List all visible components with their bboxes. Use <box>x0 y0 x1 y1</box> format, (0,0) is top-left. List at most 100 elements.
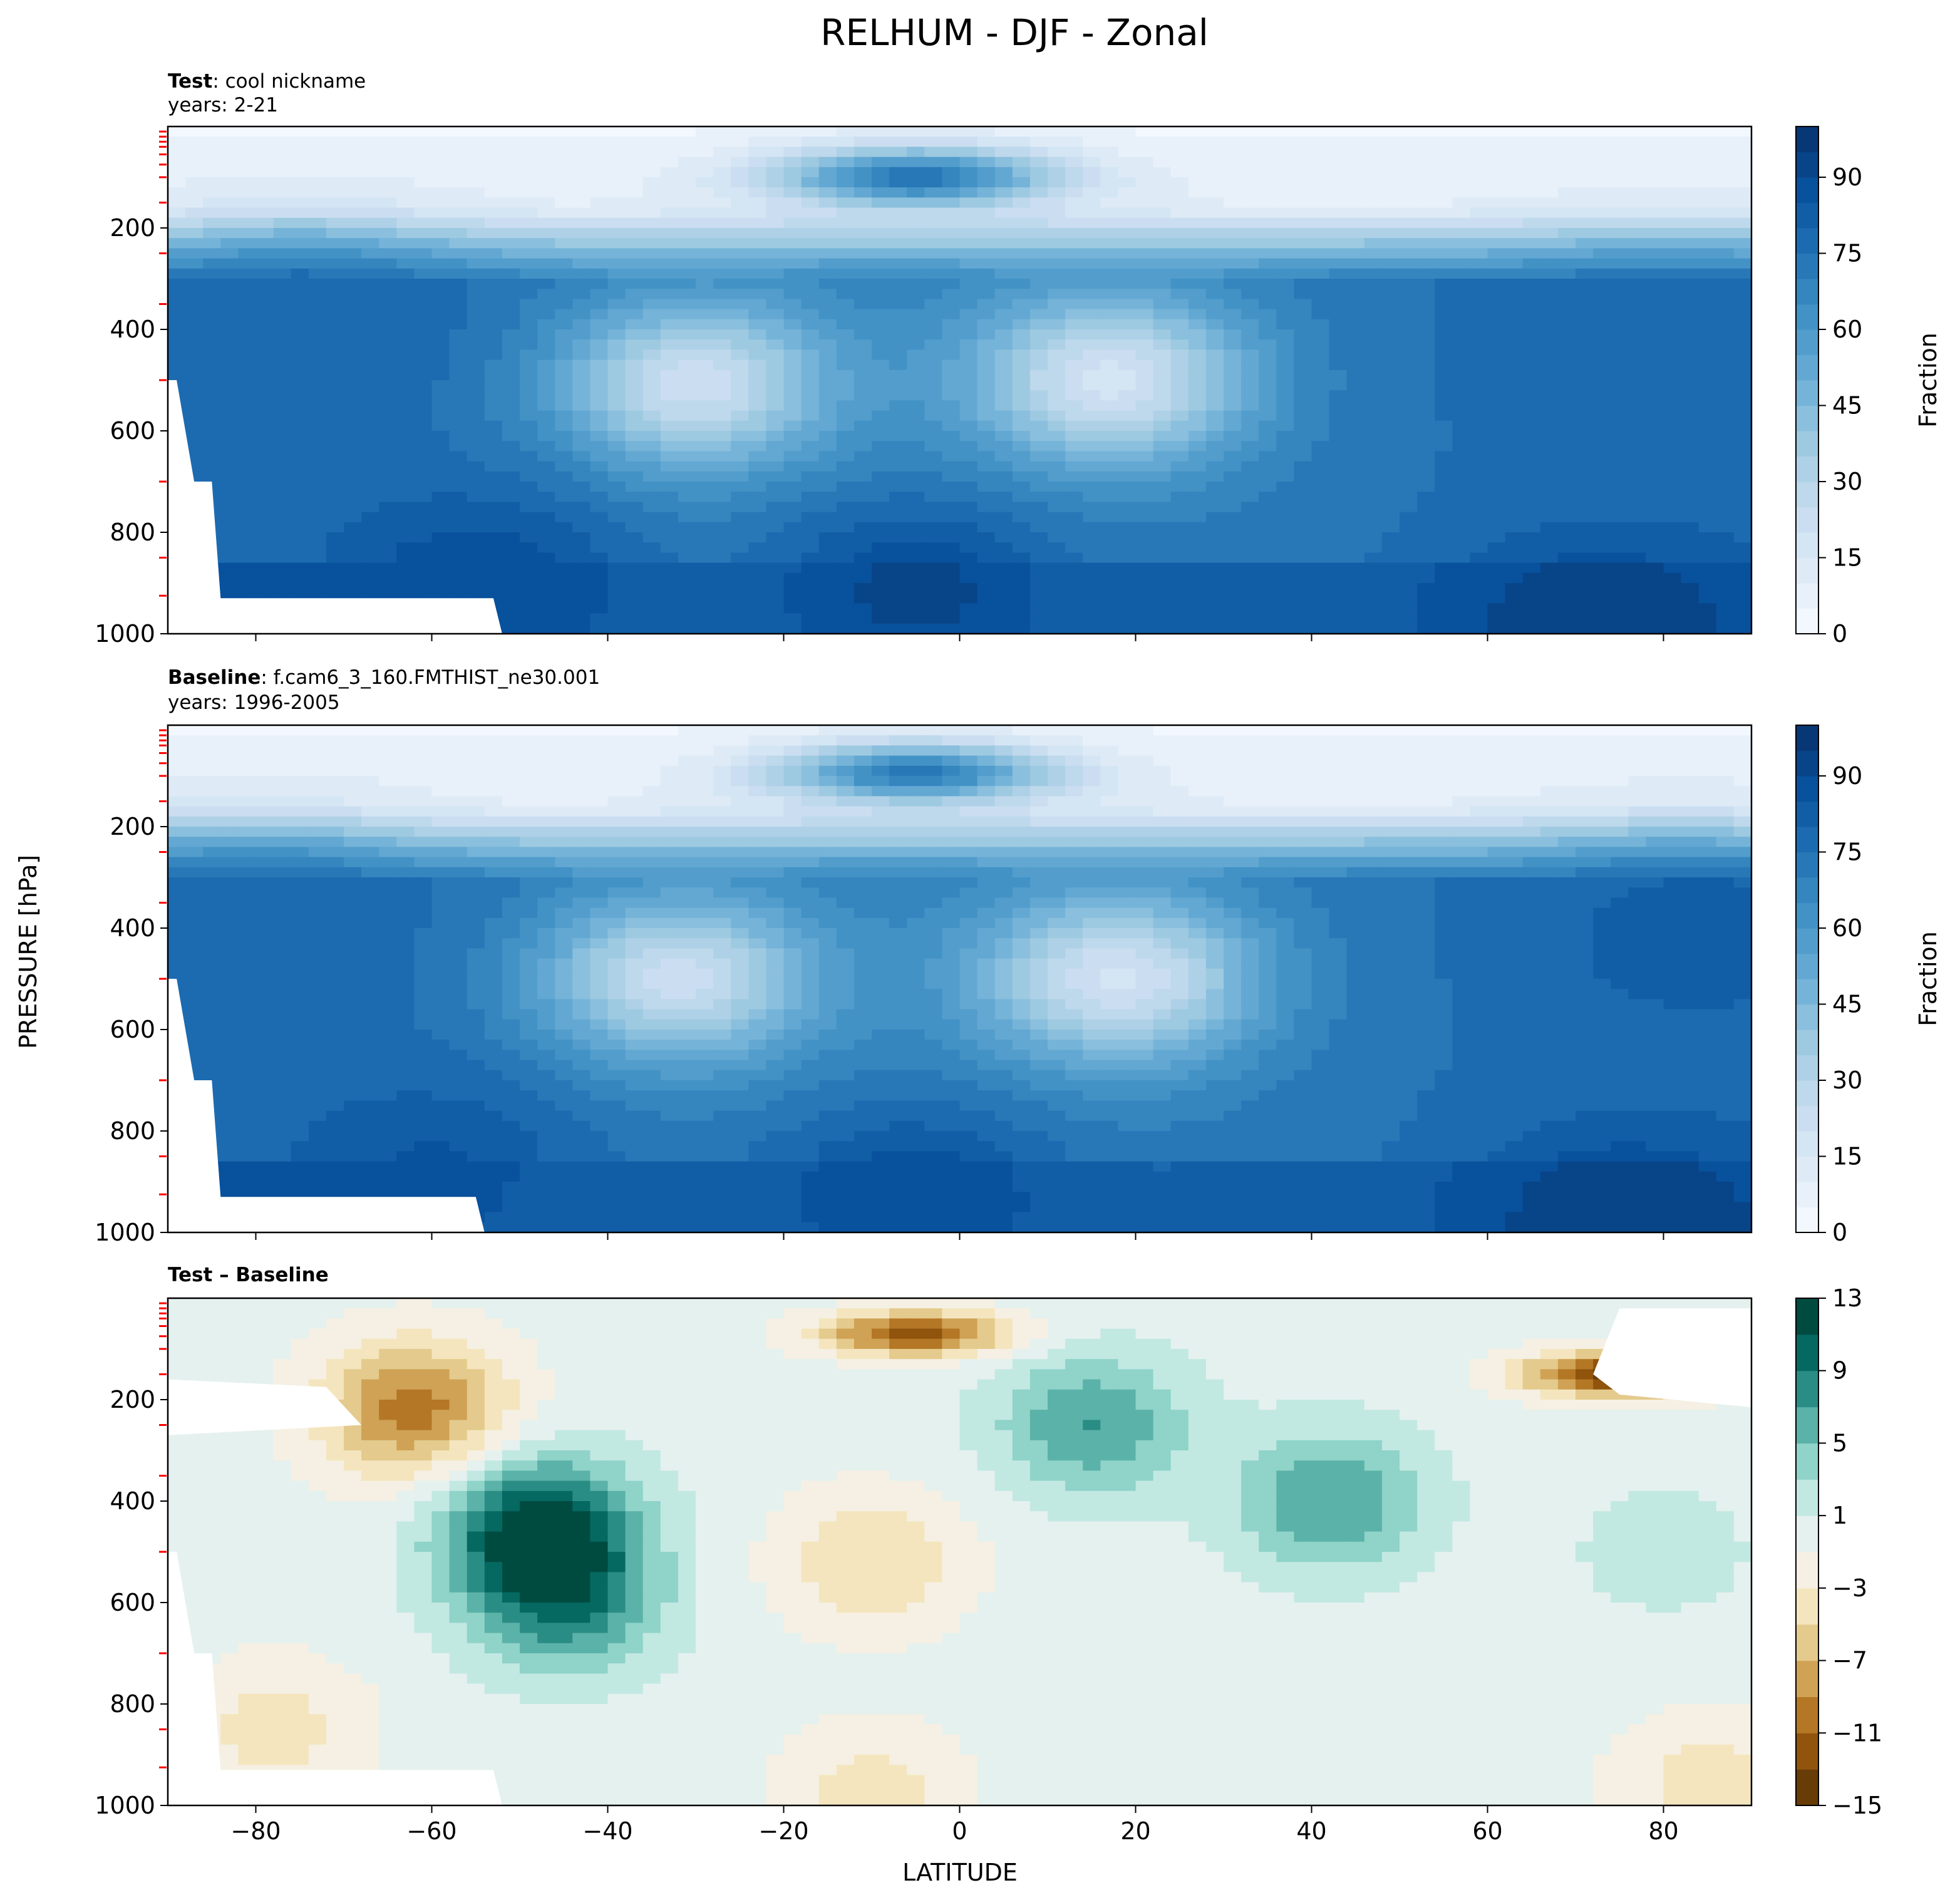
field-cell <box>1646 329 1664 340</box>
field-cell <box>1276 613 1294 624</box>
field-cell <box>994 187 1013 198</box>
field-cell <box>924 167 942 178</box>
field-cell <box>801 562 820 574</box>
field-cell <box>713 613 731 624</box>
field-cell <box>1611 289 1629 299</box>
field-cell <box>572 319 591 330</box>
field-cell <box>255 137 274 147</box>
field-cell <box>1118 197 1137 209</box>
field-cell <box>642 369 661 381</box>
field-cell <box>1170 755 1189 767</box>
field-cell <box>308 552 327 564</box>
field-cell <box>484 217 503 229</box>
field-cell <box>1329 289 1348 299</box>
field-cell <box>642 299 661 310</box>
field-cell <box>361 329 379 340</box>
field-cell <box>1259 431 1277 441</box>
field-cell <box>1048 359 1066 371</box>
field-cell <box>1505 207 1524 219</box>
field-cell <box>660 603 679 614</box>
field-cell <box>872 532 890 543</box>
field-cell <box>1329 593 1348 604</box>
field-cell <box>731 441 749 452</box>
field-cell <box>414 400 433 411</box>
field-cell <box>1400 552 1418 564</box>
field-cell <box>801 572 820 584</box>
field-cell <box>1522 349 1541 361</box>
field-cell <box>818 725 837 736</box>
field-cell <box>484 329 503 340</box>
field-cell <box>642 167 661 178</box>
field-cell <box>713 369 731 381</box>
field-cell <box>449 410 468 421</box>
field-cell <box>1698 268 1717 279</box>
field-cell <box>396 177 415 188</box>
field-cell <box>1557 583 1576 594</box>
field-cell <box>1083 329 1101 340</box>
field-cell <box>907 451 925 462</box>
field-cell <box>854 329 872 340</box>
field-cell <box>994 400 1013 411</box>
field-cell <box>1716 187 1735 198</box>
field-cell <box>1311 522 1330 533</box>
field-cell <box>678 623 696 634</box>
field-cell <box>942 329 961 340</box>
field-cell <box>1470 207 1488 219</box>
field-cell <box>344 126 362 137</box>
field-cell <box>1646 482 1664 492</box>
field-cell <box>1417 451 1435 462</box>
field-cell <box>1435 451 1453 462</box>
field-cell <box>1435 410 1453 421</box>
field-cell <box>1522 167 1541 178</box>
field-cell <box>1294 228 1313 239</box>
field-cell <box>907 532 925 543</box>
field-cell <box>660 197 679 209</box>
field-cell <box>678 299 696 310</box>
field-cell <box>1628 197 1646 209</box>
field-cell <box>502 623 520 634</box>
field-cell <box>396 390 415 401</box>
field-cell <box>1593 349 1611 361</box>
field-cell <box>854 552 872 564</box>
field-cell <box>1311 228 1330 239</box>
field-cell <box>889 492 907 502</box>
field-cell <box>1487 552 1506 564</box>
field-cell <box>1540 380 1559 391</box>
field-cell <box>1487 137 1506 147</box>
field-cell <box>1294 502 1313 513</box>
field-cell <box>642 461 661 472</box>
field-cell <box>1681 451 1700 462</box>
field-cell <box>660 562 679 574</box>
field-cell <box>1188 593 1207 604</box>
field-cell <box>1663 482 1682 492</box>
field-cell <box>748 420 766 431</box>
field-cell <box>642 532 661 543</box>
field-cell <box>766 187 785 198</box>
field-cell <box>766 400 785 411</box>
field-cell <box>748 410 766 421</box>
field-cell <box>537 502 555 513</box>
field-cell <box>1663 248 1682 259</box>
field-cell <box>220 177 239 188</box>
field-cell <box>1611 400 1629 411</box>
field-cell <box>889 583 907 594</box>
field-cell <box>1452 167 1470 178</box>
field-cell <box>537 431 555 441</box>
field-cell <box>1716 532 1735 543</box>
field-cell <box>678 319 696 330</box>
field-cell <box>502 207 520 219</box>
field-cell <box>1470 461 1488 472</box>
field-cell <box>255 217 274 229</box>
field-cell <box>924 512 942 523</box>
field-cell <box>1417 197 1435 209</box>
field-cell <box>696 319 714 330</box>
field-cell <box>836 755 855 767</box>
field-cell <box>748 512 766 523</box>
field-cell <box>1100 400 1118 411</box>
field-cell <box>731 359 749 371</box>
field-cell <box>1065 167 1083 178</box>
field-cell <box>1135 217 1154 229</box>
field-cell <box>1276 137 1294 147</box>
field-cell <box>590 339 609 350</box>
field-cell <box>537 299 555 310</box>
